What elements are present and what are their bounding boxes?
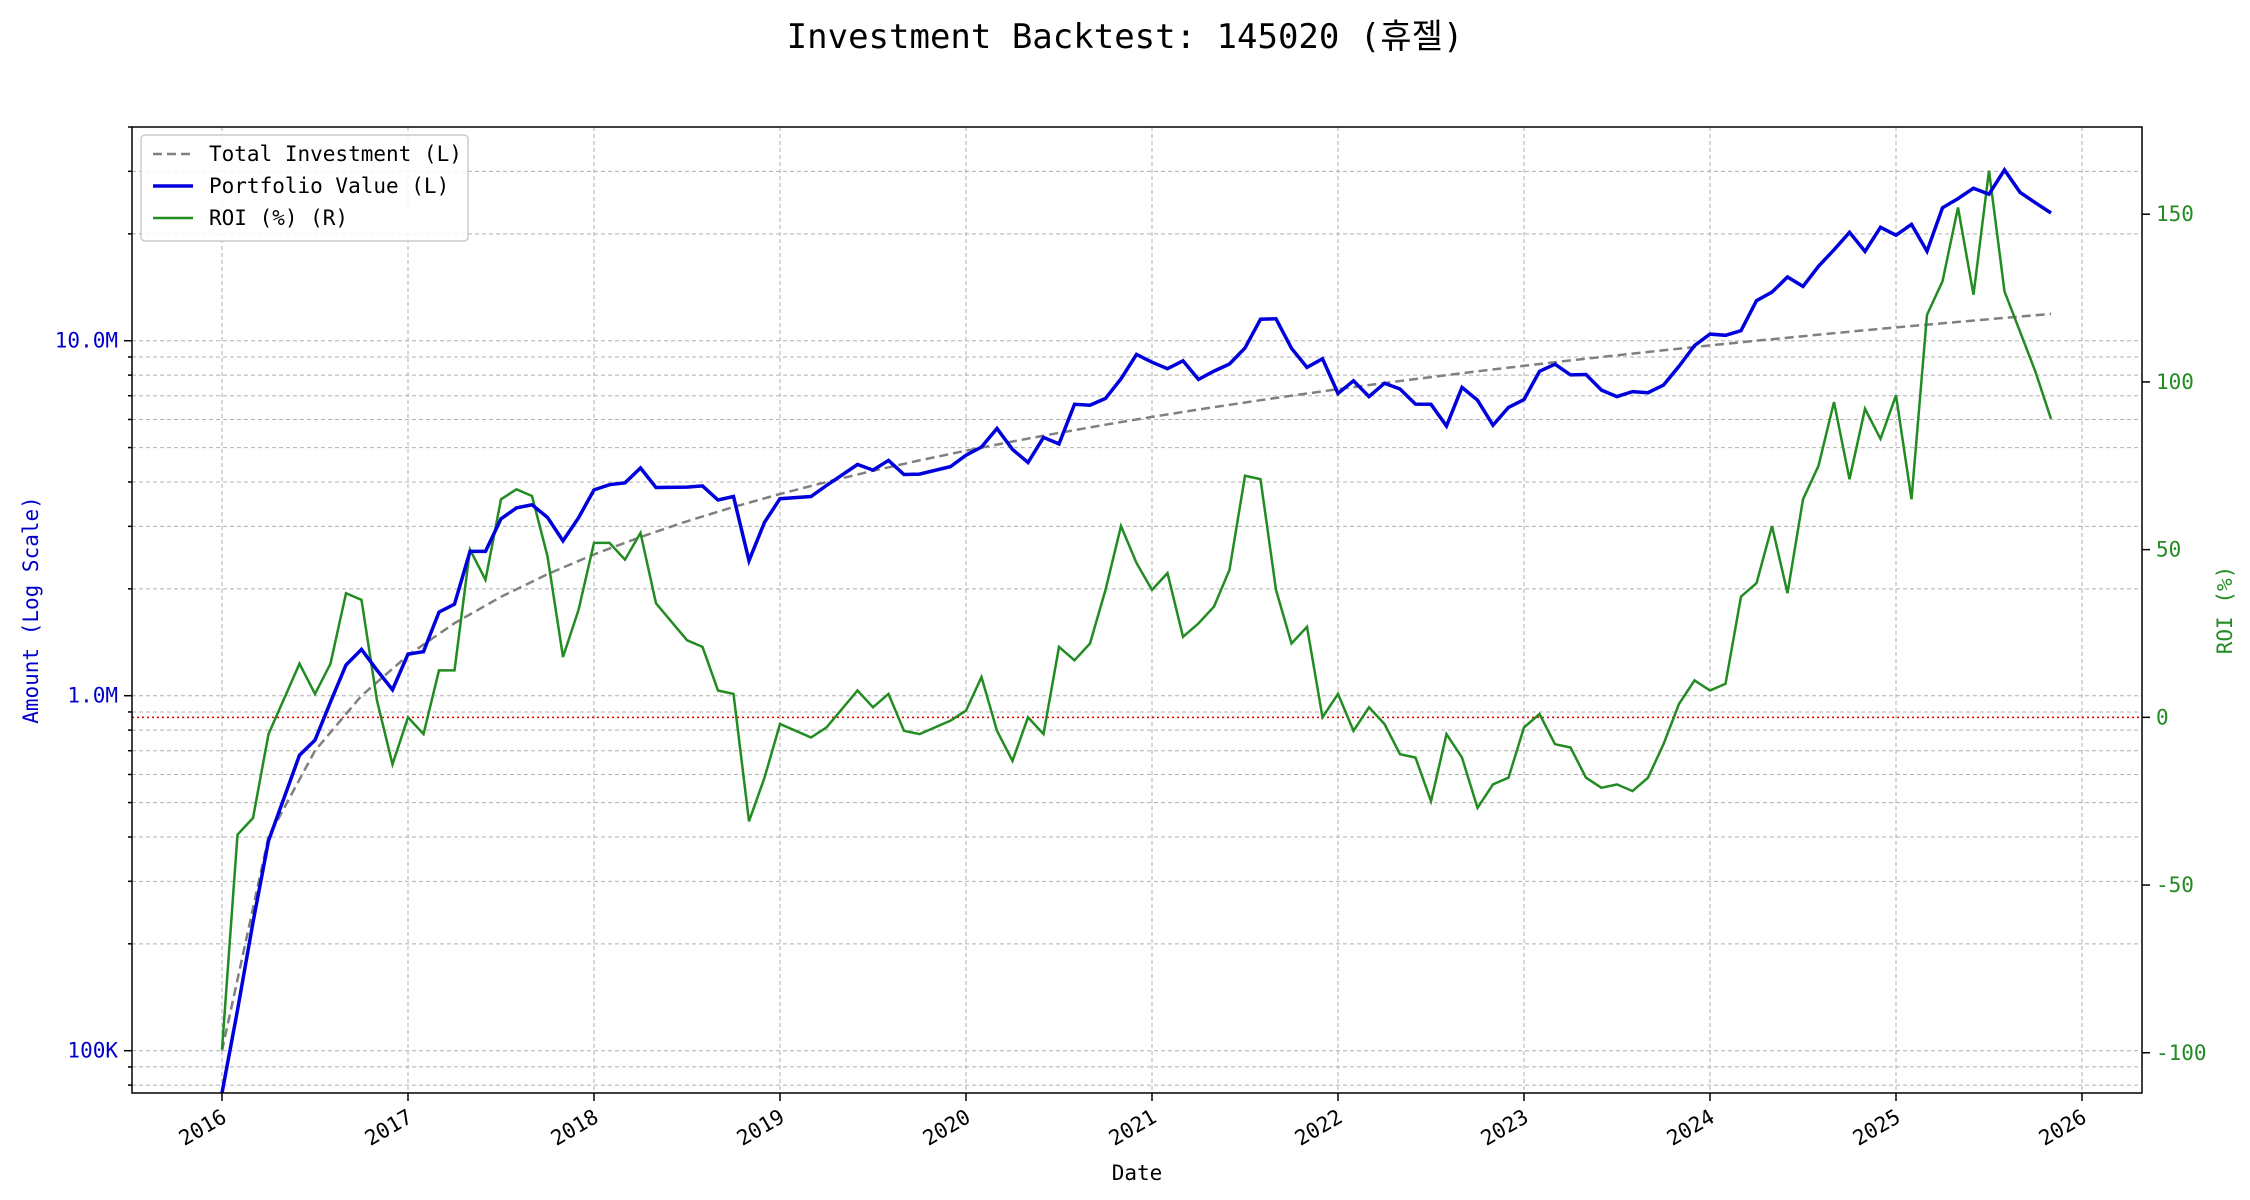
series-portfolio-value-line	[220, 166, 2052, 1094]
left-axis-ticks: 100K 1.0M 10.0M	[55, 126, 132, 1086]
right-axis-ticks: -100 -50 0 50 100 150	[2142, 202, 2207, 1065]
left-tick-label: 1.0M	[67, 684, 118, 708]
series	[220, 166, 2053, 1094]
left-axis-label: Amount (Log Scale)	[19, 496, 43, 724]
right-tick-label: 150	[2156, 202, 2194, 226]
left-tick-label: 10.0M	[55, 329, 118, 353]
series-roi-line	[220, 170, 2053, 1050]
chart-title: Investment Backtest: 145020 (휴젤)	[787, 17, 1464, 57]
left-tick-label: 100K	[67, 1039, 118, 1063]
legend-label-total-investment: Total Investment (L)	[209, 142, 462, 166]
x-axis-label: Date	[1112, 1161, 1163, 1185]
legend: Total Investment (L) Portfolio Value (L)…	[140, 134, 469, 242]
grid	[132, 126, 2142, 1093]
right-tick-label: 0	[2156, 705, 2169, 729]
right-tick-label: 100	[2156, 370, 2194, 394]
legend-box	[140, 134, 469, 242]
right-tick-label: 50	[2156, 538, 2181, 562]
right-axis-label: ROI (%)	[2213, 566, 2237, 655]
right-tick-label: -50	[2156, 873, 2194, 897]
series-total-investment-line	[220, 312, 2052, 1051]
plot-frame	[131, 126, 2143, 1094]
legend-label-roi: ROI (%) (R)	[209, 206, 348, 230]
legend-label-portfolio-value: Portfolio Value (L)	[209, 174, 449, 198]
right-tick-label: -100	[2156, 1041, 2207, 1065]
